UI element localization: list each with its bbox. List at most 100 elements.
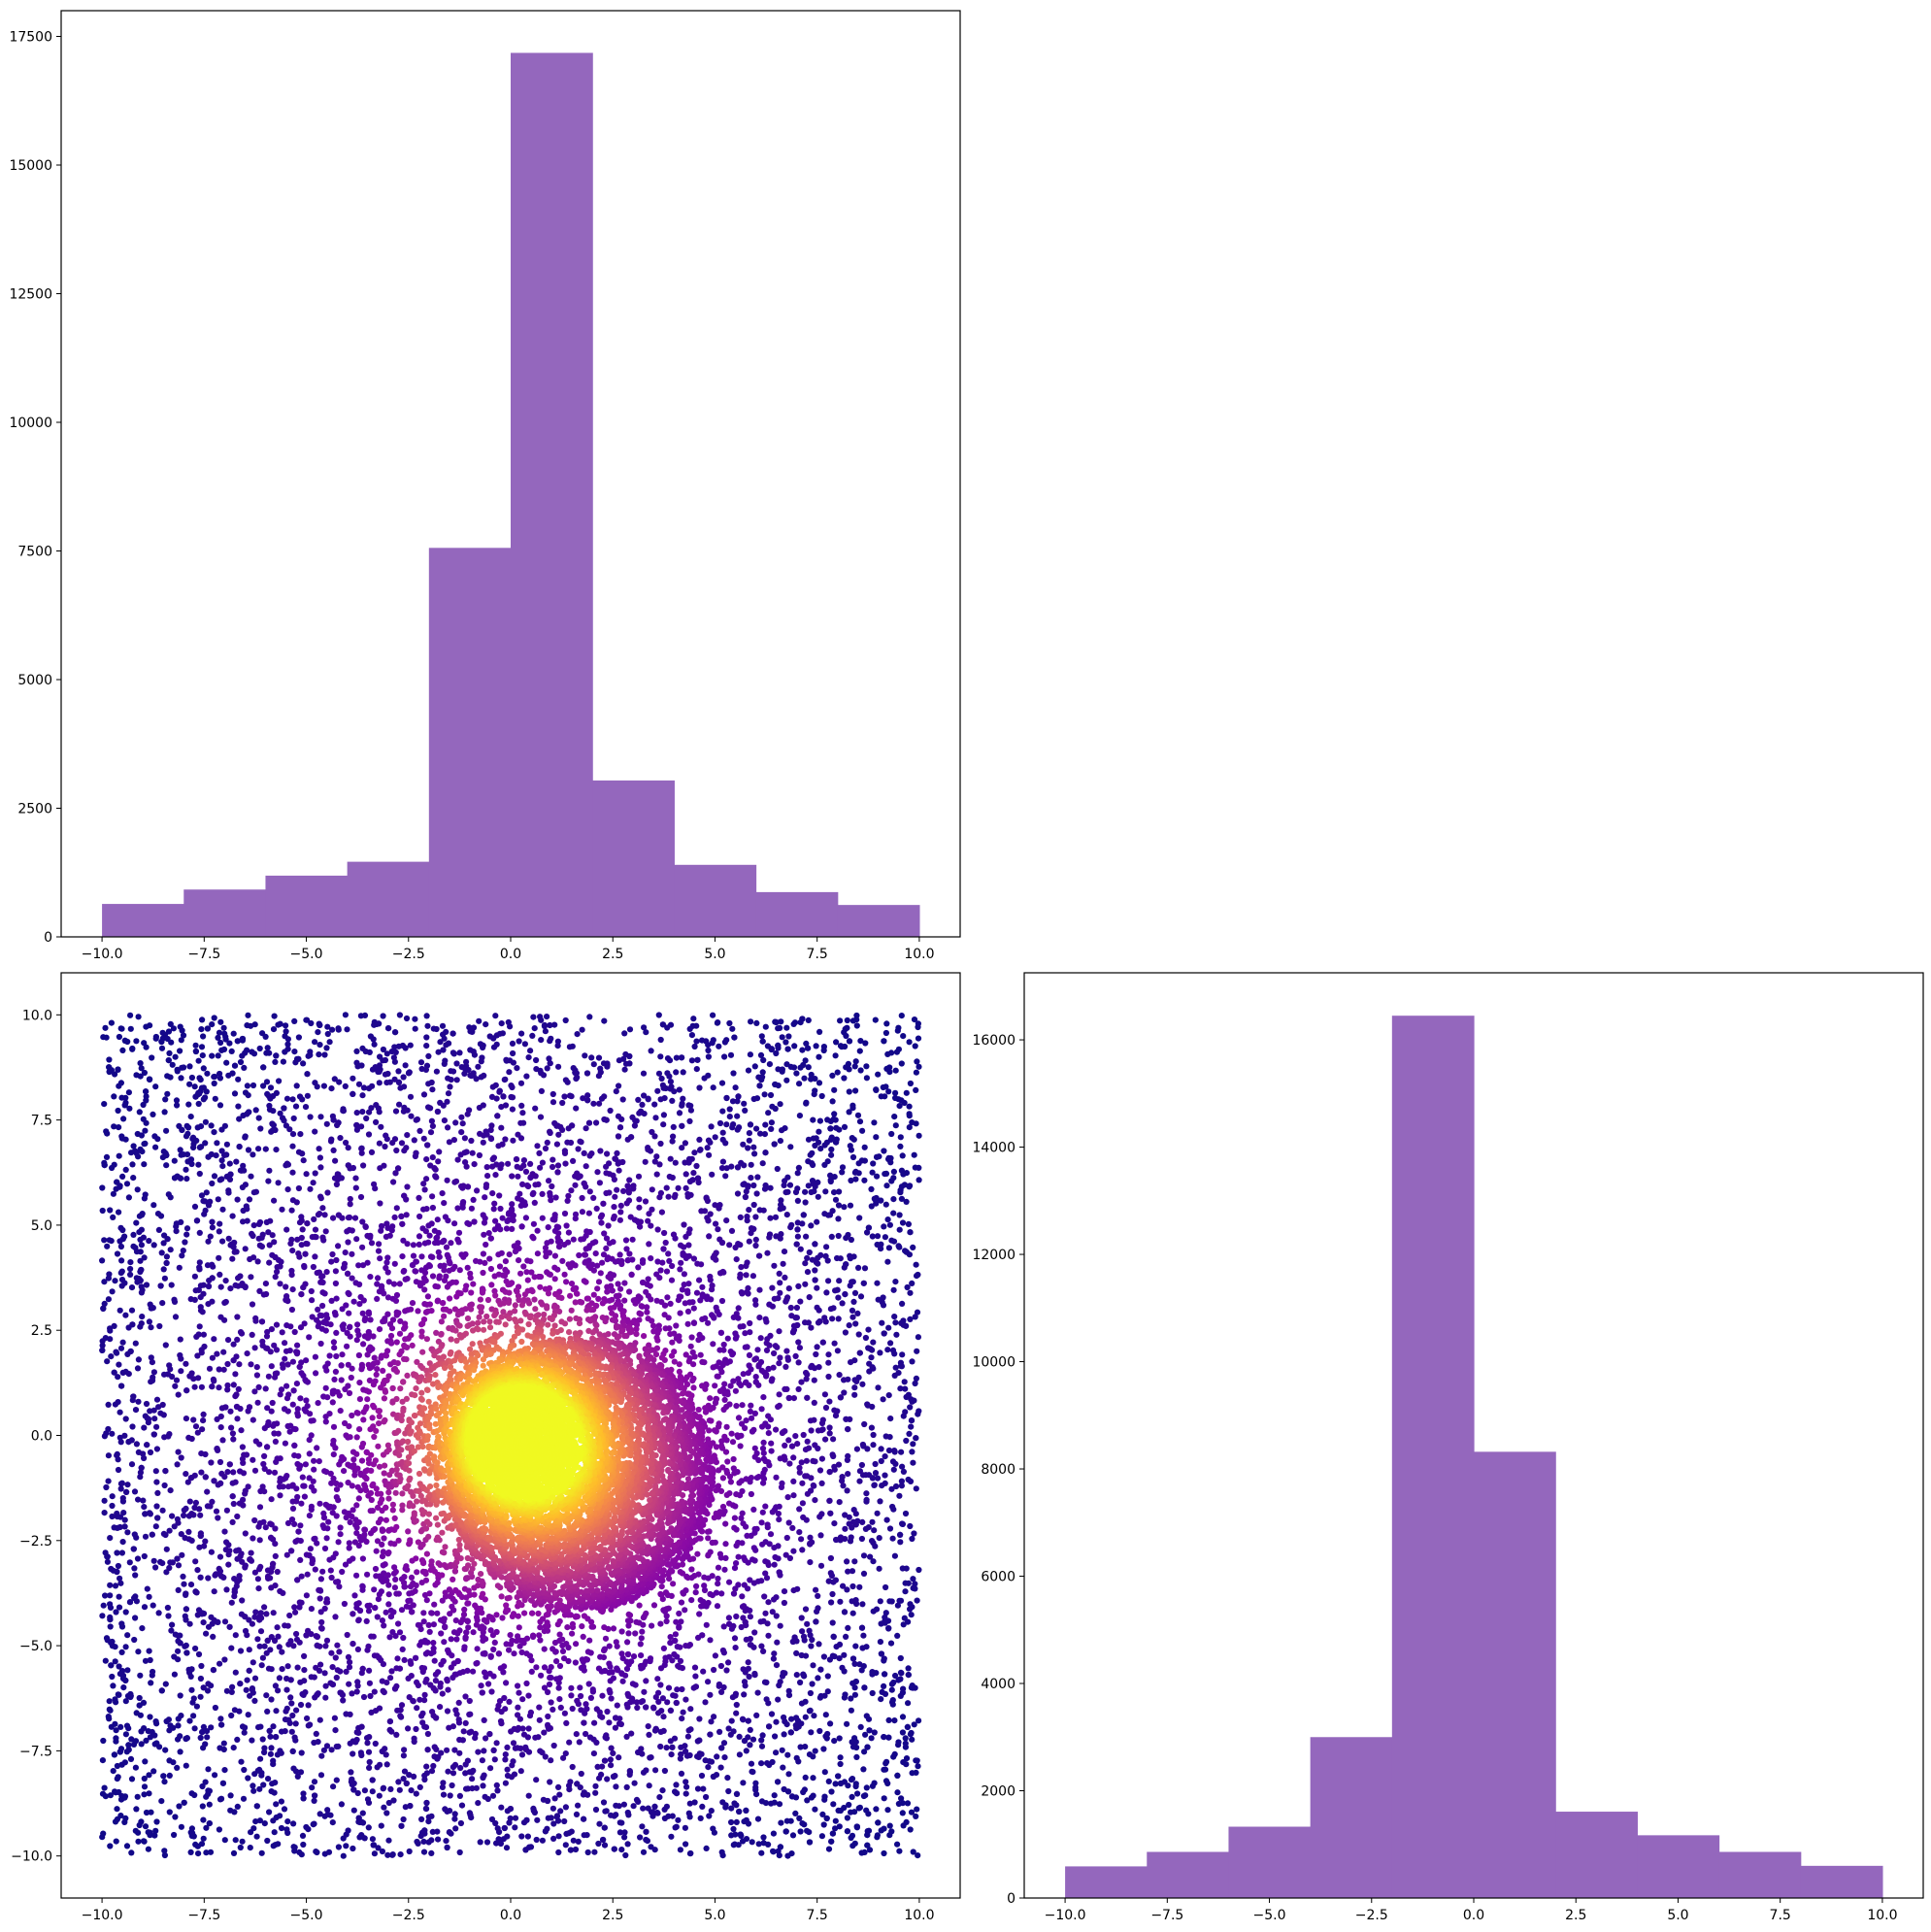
scatter-point [893,1365,899,1371]
scatter-point [383,1057,388,1063]
scatter-point [179,1454,184,1460]
scatter-point [792,1811,798,1816]
scatter-point [860,1633,866,1639]
scatter-point [330,1682,336,1687]
scatter-point [869,1538,875,1544]
scatter-point [818,1693,824,1699]
scatter-point [100,1738,106,1744]
scatter-point [504,1845,510,1850]
scatter-point [583,1183,588,1189]
scatter-point [172,1299,178,1305]
scatter-point [163,1342,169,1348]
scatter-point [812,1400,817,1406]
scatter-point [858,1067,864,1073]
scatter-point [776,1360,782,1366]
scatter-point [833,1537,839,1543]
scatter-point [174,1102,180,1108]
histogram-bar [592,781,675,937]
scatter-point [795,1234,801,1240]
scatter-point [729,1124,735,1130]
scatter-point [822,1437,828,1443]
scatter-point [807,1708,813,1714]
scatter-point [113,1658,118,1664]
scatter-point [465,1758,471,1764]
scatter-point [660,1714,666,1719]
scatter-point [231,1501,237,1507]
scatter-point [360,1162,366,1168]
scatter-point [856,1215,862,1220]
scatter-point [301,1157,307,1163]
scatter-point [113,1644,118,1649]
scatter-point [775,1045,781,1050]
scatter-point [413,1153,418,1159]
scatter-point [849,1315,855,1320]
scatter-point [887,1222,893,1228]
scatter-point [746,1659,751,1665]
scatter-point [151,1431,157,1437]
scatter-point [894,1789,900,1795]
scatter-point [290,1096,296,1102]
scatter-point [815,1605,820,1611]
scatter-point [521,1732,527,1738]
scatter-point [687,1801,693,1807]
scatter-point [132,1593,138,1599]
scatter-point [563,1017,569,1023]
scatter-point [126,1194,132,1200]
scatter-point [319,1205,325,1211]
scatter-point [864,1784,870,1790]
scatter-point [142,1604,148,1610]
scatter-point [782,1731,787,1737]
scatter-point [865,1828,871,1834]
scatter-point [820,1340,826,1346]
scatter-point [494,1782,500,1788]
scatter-point [816,1319,821,1325]
scatter-point [572,1183,578,1188]
scatter-point [251,1050,257,1056]
scatter-point [167,1773,173,1779]
scatter-point [193,1043,199,1049]
scatter-point [290,1131,296,1137]
scatter-point [852,1087,858,1093]
scatter-point [904,1394,910,1400]
scatter-point [621,1030,627,1036]
scatter-point [681,1221,686,1227]
scatter-point [543,1146,549,1151]
scatter-point [807,1541,813,1547]
scatter-point [279,1825,284,1831]
scatter-point [201,1344,207,1349]
scatter-point [842,1265,848,1271]
scatter-point [798,1744,804,1749]
scatter-point [556,1833,562,1839]
scatter-point [764,1696,770,1702]
scatter-point [893,1332,899,1338]
scatter-point [330,1819,336,1825]
scatter-point [475,1749,481,1755]
scatter-point [570,1764,576,1770]
scatter-point [575,1031,581,1037]
scatter-point [239,1550,245,1556]
scatter-point [205,1239,211,1245]
scatter-point [667,1057,673,1063]
scatter-point [783,1349,789,1354]
scatter-point [269,1666,275,1672]
scatter-point [865,1327,871,1333]
scatter-point [888,1486,894,1492]
scatter-point [130,1393,136,1399]
scatter-point [127,1013,133,1018]
scatter-point [354,1688,360,1694]
scatter-point [221,1656,227,1662]
scatter-point [163,1152,169,1158]
scatter-point [772,1554,778,1560]
scatter-point [126,1371,132,1377]
scatter-point [862,1265,868,1271]
scatter-point [164,1253,170,1259]
scatter-point [486,1731,492,1737]
scatter-point [203,1631,209,1637]
scatter-point [914,1058,919,1064]
scatter-point [620,1096,626,1102]
scatter-point [201,1836,207,1842]
scatter-point [883,1433,889,1439]
scatter-point [266,1809,272,1815]
scatter-point [705,1048,711,1053]
scatter-point [802,1282,808,1287]
